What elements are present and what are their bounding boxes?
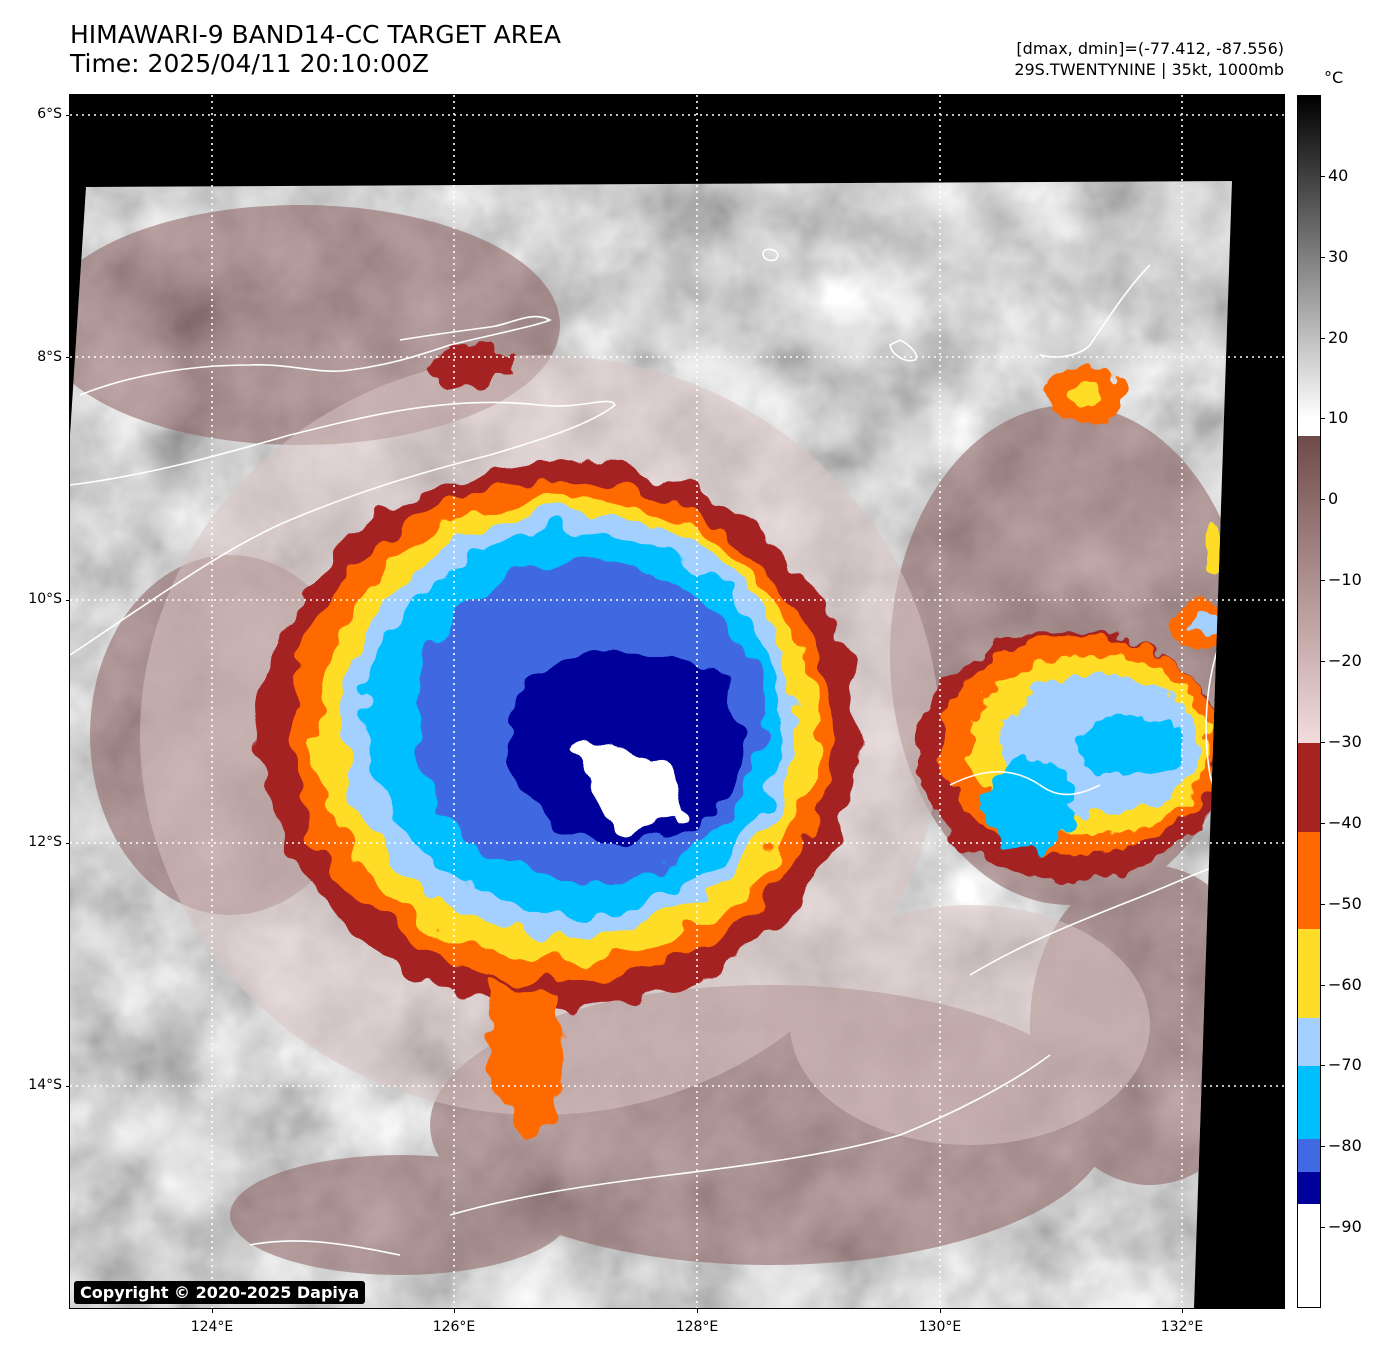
colorbar-tick-label: 20 bbox=[1328, 327, 1349, 347]
lon-label-126e: 126°E bbox=[432, 1319, 476, 1335]
satellite-map: Copyright © 2020-2025 Dapiya bbox=[69, 94, 1285, 1309]
lon-label-124e: 124°E bbox=[190, 1319, 234, 1335]
colorbar-tick-label: −40 bbox=[1328, 812, 1362, 832]
colorbar-tick-label: 10 bbox=[1328, 408, 1349, 428]
dmax-dmin-readout: [dmax, dmin]=(-77.412, -87.556) bbox=[1016, 39, 1284, 58]
title-time: Time: 2025/04/11 20:10:00Z bbox=[70, 49, 429, 78]
lon-label-130e: 130°E bbox=[918, 1319, 962, 1335]
lat-tick bbox=[66, 1086, 70, 1087]
colorbar-tick bbox=[1321, 499, 1325, 501]
temperature-colorbar bbox=[1297, 95, 1321, 1308]
lon-tick bbox=[454, 1309, 455, 1313]
colorbar-tick bbox=[1321, 984, 1325, 986]
colorbar-tick-label: −90 bbox=[1328, 1217, 1362, 1237]
title-product: HIMAWARI-9 BAND14-CC TARGET AREA bbox=[70, 20, 562, 49]
colorbar-tick bbox=[1321, 418, 1325, 420]
lon-tick bbox=[940, 1309, 941, 1313]
lat-label-8s: 8°S bbox=[37, 349, 62, 365]
colorbar-tick-label: −80 bbox=[1328, 1136, 1362, 1156]
lat-lon-grid bbox=[70, 95, 1284, 1308]
colorbar-tick bbox=[1321, 741, 1325, 743]
colorbar-tick-label: 30 bbox=[1328, 246, 1349, 266]
secondary-convection bbox=[425, 345, 1228, 880]
colorbar-band bbox=[1298, 1066, 1320, 1140]
colorbar-tick-label: −50 bbox=[1328, 893, 1362, 913]
colorbar-tick-label: −10 bbox=[1328, 570, 1362, 590]
lat-label-14s: 14°S bbox=[28, 1077, 62, 1093]
colorbar-tick bbox=[1321, 1146, 1325, 1148]
colorbar-tick-label: 0 bbox=[1328, 489, 1339, 509]
lon-tick bbox=[1182, 1309, 1183, 1313]
lat-label-12s: 12°S bbox=[28, 834, 62, 850]
colorbar-unit: °C bbox=[1324, 68, 1344, 87]
storm-name-readout: 29S.TWENTYNINE | 35kt, 1000mb bbox=[1014, 60, 1284, 79]
colorbar-tick bbox=[1321, 175, 1325, 177]
colorbar-band bbox=[1298, 831, 1320, 929]
lat-tick bbox=[66, 600, 70, 601]
colorbar-tick bbox=[1321, 661, 1325, 663]
storm-info: [dmax, dmin]=(-77.412, -87.556) 29S.TWEN… bbox=[1014, 38, 1284, 80]
colorbar-tick-label: −60 bbox=[1328, 974, 1362, 994]
colorbar-tick bbox=[1321, 1065, 1325, 1067]
lat-tick bbox=[66, 843, 70, 844]
colorbar-band bbox=[1298, 1139, 1320, 1172]
lat-label-10s: 10°S bbox=[28, 591, 62, 607]
colorbar-tick bbox=[1321, 903, 1325, 905]
colorbar-tick-label: −70 bbox=[1328, 1055, 1362, 1075]
colorbar-tick-label: −30 bbox=[1328, 731, 1362, 751]
imagery-swath bbox=[70, 181, 1232, 1308]
storm-cloud-tops bbox=[260, 460, 860, 1140]
chart-title: HIMAWARI-9 BAND14-CC TARGET AREA Time: 2… bbox=[70, 20, 561, 78]
colorbar-band bbox=[1298, 1017, 1320, 1067]
lon-label-132e: 132°E bbox=[1160, 1319, 1204, 1335]
colorbar-tick-label: −20 bbox=[1328, 651, 1362, 671]
lon-tick bbox=[212, 1309, 213, 1313]
colorbar-band bbox=[1298, 742, 1320, 832]
colorbar-tick bbox=[1321, 1227, 1325, 1229]
colorbar-tick-label: 40 bbox=[1328, 165, 1349, 185]
colorbar-band bbox=[1298, 96, 1320, 420]
lat-label-6s: 6°S bbox=[37, 106, 62, 122]
colorbar-tick bbox=[1321, 337, 1325, 339]
colorbar-band bbox=[1298, 435, 1320, 743]
colorbar-band bbox=[1298, 1203, 1320, 1307]
colorbar-band bbox=[1298, 1171, 1320, 1204]
lon-tick bbox=[697, 1309, 698, 1313]
lat-tick bbox=[66, 115, 70, 116]
colorbar-tick bbox=[1321, 256, 1325, 258]
lat-tick bbox=[66, 357, 70, 358]
coastlines bbox=[70, 248, 1232, 1256]
satellite-imagery bbox=[70, 95, 1284, 1308]
colorbar-tick bbox=[1321, 580, 1325, 582]
colorbar-tick bbox=[1321, 822, 1325, 824]
colorbar-band bbox=[1298, 928, 1320, 1018]
copyright-notice: Copyright © 2020-2025 Dapiya bbox=[74, 1281, 366, 1304]
lon-label-128e: 128°E bbox=[675, 1319, 719, 1335]
